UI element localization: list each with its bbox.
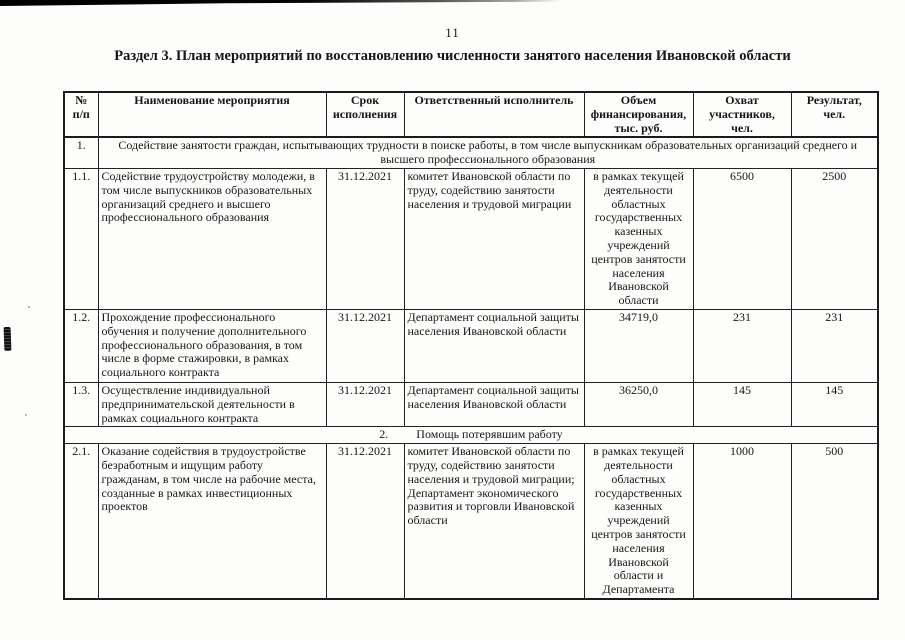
plan-table: № п/п Наименование мероприятия Срок испо…	[63, 91, 879, 600]
document-title: Раздел 3. План мероприятий по восстановл…	[114, 48, 791, 64]
row-2-1-result: 500	[790, 443, 879, 600]
table-row: 2.1. Оказание содействия в трудоустройст…	[63, 443, 879, 600]
row-1-1-result: 2500	[790, 167, 879, 310]
header-coverage: Охват участников, чел.	[692, 91, 792, 139]
scan-artifact-ink-smudge	[3, 326, 12, 352]
section-1-num: 1.	[63, 136, 99, 169]
page-number: 11	[445, 25, 460, 40]
row-1-3-name: Осуществление индивидуальной предпринима…	[97, 381, 327, 428]
row-1-3-funding: 36250,0	[583, 381, 694, 428]
row-1-2-num: 1.2.	[63, 308, 99, 383]
row-1-2-executor: Департамент социальной защиты населения …	[403, 308, 585, 383]
row-1-1-coverage: 6500	[692, 167, 792, 310]
row-1-2-deadline: 31.12.2021	[325, 308, 405, 383]
header-result: Результат, чел.	[790, 91, 879, 139]
row-1-3-num: 1.3.	[63, 381, 99, 428]
scan-artifact-top-edge	[0, 0, 562, 6]
header-deadline: Срок исполнения	[325, 91, 405, 139]
row-2-1-num: 2.1.	[63, 443, 99, 600]
row-2-1-coverage: 1000	[692, 443, 792, 600]
header-funding: Объем финансирования, тыс. руб.	[583, 91, 694, 139]
header-num: № п/п	[63, 91, 99, 139]
scan-artifact-dot	[28, 306, 30, 308]
row-1-3-coverage: 145	[692, 381, 792, 428]
table-row: 1.2. Прохождение профессионального обуче…	[63, 308, 879, 383]
row-1-3-executor: Департамент социальной защиты населения …	[403, 381, 585, 428]
section-2-title: Помощь потерявшим работу	[416, 427, 563, 442]
header-executor: Ответственный исполнитель	[403, 91, 585, 139]
section-1-title: Содействие занятости граждан, испытывающ…	[97, 136, 879, 169]
row-2-1-name: Оказание содействия в трудоустройстве бе…	[97, 443, 327, 600]
row-1-2-coverage: 231	[692, 308, 792, 383]
row-1-1-name: Содействие трудоустройству молодежи, в т…	[97, 167, 327, 310]
row-1-2-funding: 34719,0	[583, 308, 694, 383]
scan-artifact-dot	[25, 414, 27, 416]
section-2-num: 2.	[379, 427, 389, 442]
row-1-2-result: 231	[790, 308, 879, 383]
table-header-row: № п/п Наименование мероприятия Срок испо…	[63, 91, 879, 139]
row-1-2-name: Прохождение профессионального обучения и…	[97, 308, 327, 383]
row-1-1-num: 1.1.	[63, 167, 99, 310]
row-1-3-deadline: 31.12.2021	[325, 381, 405, 428]
row-1-1-funding: в рамках текущей деятельности областных …	[583, 167, 694, 310]
section-row-1: 1. Содействие занятости граждан, испытыв…	[63, 136, 879, 169]
row-1-3-result: 145	[790, 381, 879, 428]
row-2-1-deadline: 31.12.2021	[325, 443, 405, 600]
row-1-1-executor: комитет Ивановской области по труду, сод…	[403, 167, 585, 310]
section-2-cell: 2. Помощь потерявшим работу	[63, 426, 879, 445]
table-row: 1.1. Содействие трудоустройству молодежи…	[63, 167, 879, 310]
section-row-2: 2. Помощь потерявшим работу	[63, 426, 879, 445]
table-row: 1.3. Осуществление индивидуальной предпр…	[63, 381, 879, 428]
row-2-1-funding: в рамках текущей деятельности областных …	[583, 443, 694, 600]
row-1-1-deadline: 31.12.2021	[325, 167, 405, 310]
header-name: Наименование мероприятия	[97, 91, 327, 139]
row-2-1-executor: комитет Ивановской области по труду, сод…	[403, 443, 585, 600]
